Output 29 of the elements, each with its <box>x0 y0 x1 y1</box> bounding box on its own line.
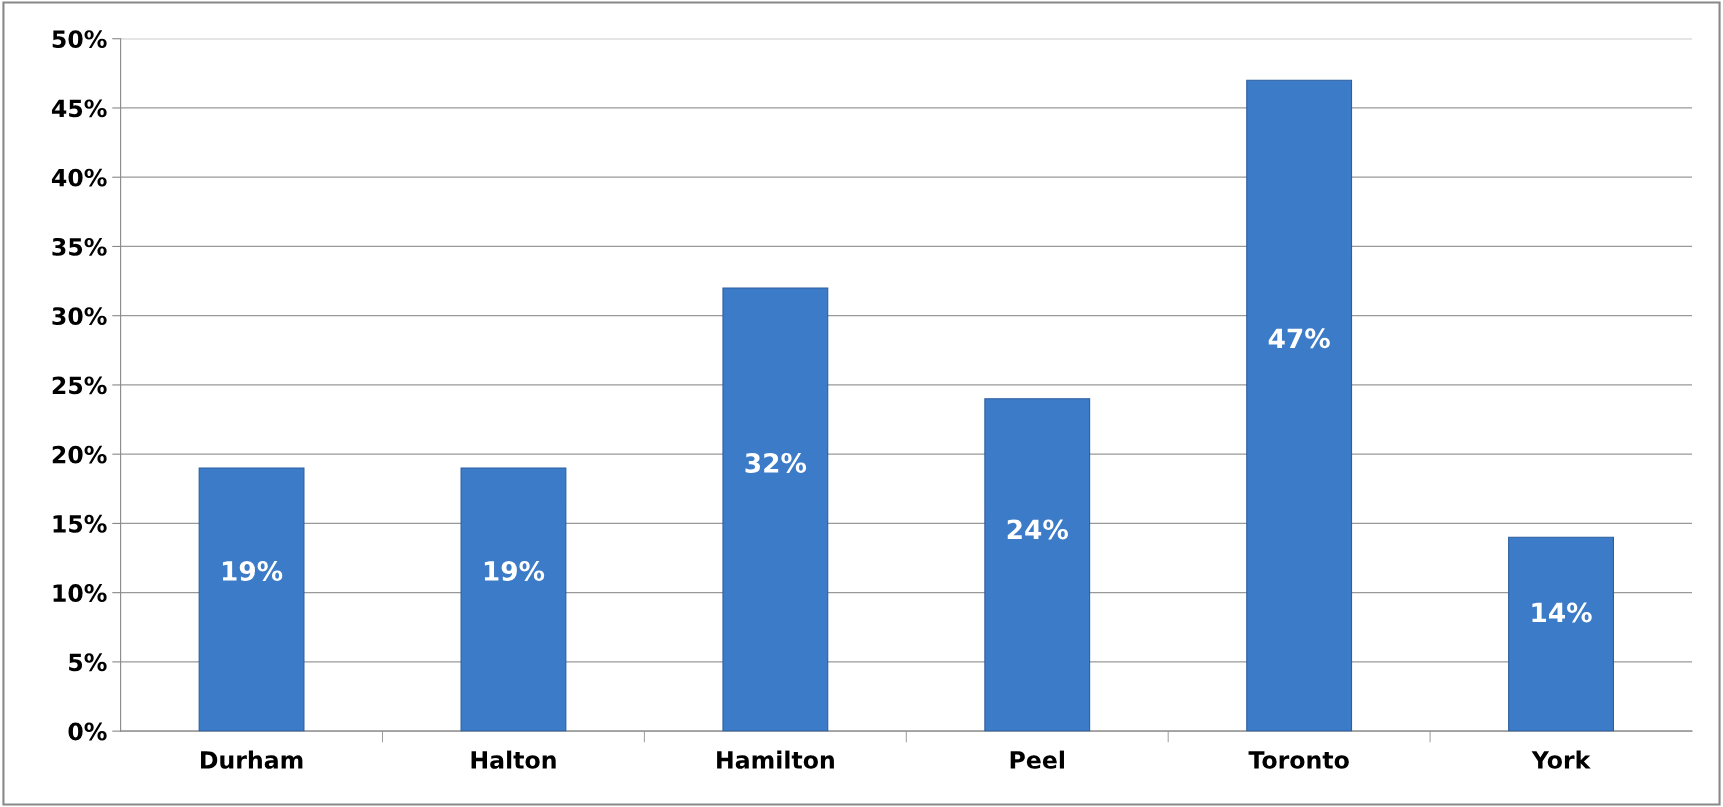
data-label: 24% <box>1007 519 1068 540</box>
y-tick-label: 5% <box>69 653 107 672</box>
data-label: 19% <box>222 560 283 581</box>
x-tick-label: Peel <box>1010 750 1064 769</box>
y-tick-label: 45% <box>51 99 107 118</box>
x-tick-label: Durham <box>201 750 303 769</box>
data-label: 47% <box>1268 328 1330 349</box>
data-label: 32% <box>745 452 807 473</box>
y-tick-label: 35% <box>52 237 107 256</box>
y-tick-label: 25% <box>52 376 107 395</box>
bar <box>984 398 1091 732</box>
bar <box>460 467 567 732</box>
x-tick-label: Hamilton <box>717 750 834 769</box>
y-tick-label: 0% <box>68 722 107 741</box>
bar <box>722 287 829 732</box>
y-tick-label: 20% <box>52 445 107 464</box>
x-tick-label: York <box>1531 750 1591 769</box>
bar <box>1508 536 1614 732</box>
y-tick-label: 10% <box>53 584 107 602</box>
y-tick-label: 40% <box>51 168 107 187</box>
x-tick-label: Halton <box>471 750 556 769</box>
data-label: 14% <box>1532 602 1592 623</box>
data-label: 19% <box>484 560 545 581</box>
y-tick-label: 30% <box>52 307 107 325</box>
bar <box>1246 79 1353 732</box>
y-tick-label: 15% <box>53 514 107 533</box>
x-tick-label: Toronto <box>1248 751 1349 769</box>
y-tick-label: 50% <box>52 30 107 49</box>
bar <box>198 467 305 732</box>
